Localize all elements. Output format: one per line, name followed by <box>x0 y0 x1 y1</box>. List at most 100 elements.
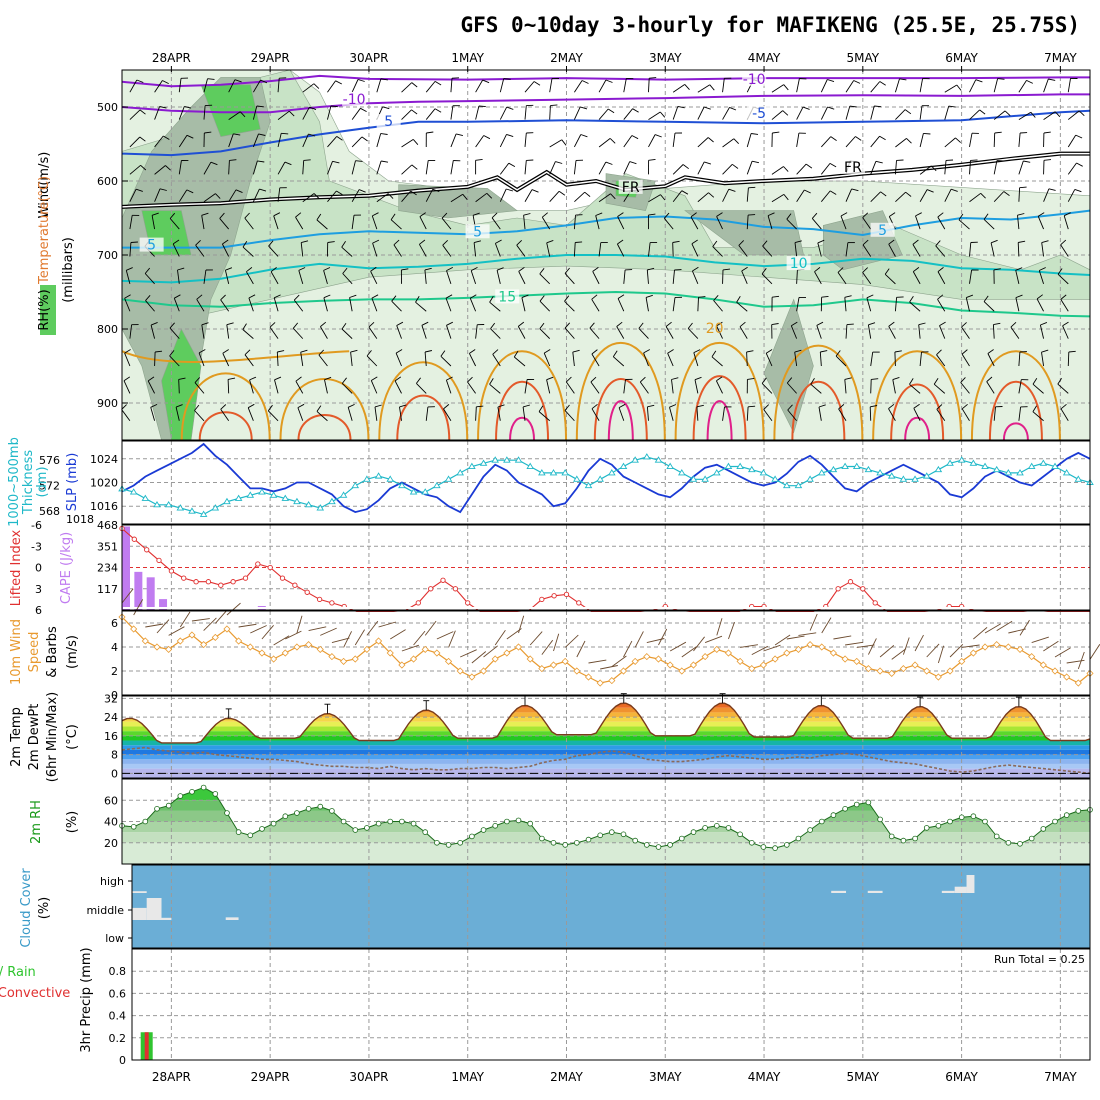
wind-speed-marker <box>1028 653 1036 661</box>
wind-barb <box>746 133 752 148</box>
wind-barb-flag <box>269 322 276 328</box>
wind-speed-marker <box>549 661 558 669</box>
wind-barb-flag <box>617 239 624 245</box>
wind-barb-flag <box>862 267 869 273</box>
wind-barb-flag <box>323 267 331 271</box>
wind-barb-flag <box>472 212 480 216</box>
isotherm-label: 10 <box>790 256 808 272</box>
wind-barb <box>869 406 872 421</box>
wind-barb <box>351 160 356 175</box>
label-bg <box>786 256 811 271</box>
rh-tick: 40 <box>104 816 118 829</box>
rh-marker <box>900 837 907 844</box>
wind-barb <box>169 218 180 230</box>
wind-barb <box>298 270 304 284</box>
wind-barb-flag <box>372 239 380 244</box>
isotherm-label: -10 <box>343 92 366 108</box>
rh-marker <box>1075 808 1082 814</box>
wind-barb <box>1057 273 1069 285</box>
wind-barb <box>497 406 501 421</box>
wind-barb-flag <box>207 78 215 80</box>
wind-barb <box>419 216 427 230</box>
wind-barb <box>1018 111 1032 120</box>
wind-barb-flag <box>659 111 666 118</box>
wind-barb-10m <box>774 634 791 646</box>
wind-speed-marker <box>1074 679 1082 687</box>
wind-barb <box>224 270 230 284</box>
wind-barb <box>320 326 328 339</box>
wind-barb-flag <box>575 241 583 243</box>
wind-barb-flag <box>147 376 155 382</box>
wind-barb <box>761 383 773 394</box>
wind-barb <box>277 133 282 148</box>
wind-barb <box>523 215 526 230</box>
wind-barb-flag <box>647 267 655 271</box>
wind-barb <box>894 160 897 175</box>
wind-barb <box>228 111 241 120</box>
cloud-bg <box>132 865 1090 948</box>
wind-barb <box>888 408 896 421</box>
wind-barb-10m <box>460 649 477 658</box>
wind-barb <box>944 84 958 93</box>
wind-barb <box>1067 189 1076 202</box>
wind-barb <box>895 191 906 203</box>
wind-barb-10m <box>413 630 426 646</box>
thickness-marker <box>713 469 721 476</box>
date-label-top: 2MAY <box>550 51 583 65</box>
wind-barb <box>990 242 995 257</box>
wind-barb <box>616 326 625 339</box>
wind-barb-flag <box>126 267 133 271</box>
frame-layer <box>121 66 1091 1061</box>
wind-speed-marker <box>1039 661 1047 669</box>
wind-barb <box>623 78 627 93</box>
ylabel-thickness-2: Thickness <box>21 450 36 515</box>
wind-barb-10m <box>751 645 769 655</box>
ylabel-thickness: 1000~500mb <box>7 437 22 527</box>
wind-barb <box>814 271 822 285</box>
wind-barb-flag <box>522 404 531 408</box>
wind-barb <box>300 352 304 367</box>
wind-barb <box>442 244 452 257</box>
temp-tick: 32 <box>104 692 118 705</box>
wind-barb-flag <box>130 241 138 243</box>
label-bg <box>870 222 895 237</box>
wind-barb <box>323 270 328 284</box>
wind-barb-flag <box>124 294 131 299</box>
wind-barb <box>324 379 328 394</box>
wind-barb <box>203 161 212 175</box>
wind-barb-flag <box>794 349 802 353</box>
wind-barb <box>763 409 773 422</box>
wind-barb <box>888 243 896 257</box>
rh-marker <box>877 816 883 823</box>
wind-barb <box>690 216 699 230</box>
panel-frame <box>121 695 1091 779</box>
wind-barb-flag <box>751 133 759 135</box>
rh-marker <box>958 814 965 821</box>
wind-barb-flag <box>875 160 883 164</box>
wind-barb-flag <box>761 268 767 275</box>
rh-marker <box>947 818 953 825</box>
wind-barb-flag <box>671 377 679 380</box>
wind-barb <box>524 189 533 202</box>
wind-speed-marker <box>165 645 173 653</box>
wind-speed-marker <box>258 649 266 657</box>
wind-barb-flag <box>889 212 896 217</box>
wind-barb-flag <box>489 378 494 385</box>
wind-speed-marker <box>946 667 954 675</box>
wind-barb-flag <box>993 268 1001 271</box>
ylabel-wind10m-4: (m/s) <box>65 635 80 669</box>
wind-barb-flag <box>361 136 368 142</box>
wind-barb-flag <box>1075 134 1083 139</box>
wind-barb <box>549 161 556 175</box>
wind-speed-marker <box>421 645 429 653</box>
wind-barb-10m <box>740 644 758 648</box>
wind-speed-marker <box>1063 673 1071 681</box>
rh-marker <box>1017 840 1023 847</box>
wind-barb-flag <box>810 378 815 385</box>
rh-marker <box>667 842 673 848</box>
thickness-marker <box>887 472 896 479</box>
rh-marker <box>573 839 580 846</box>
wind-barb-flag <box>966 294 974 299</box>
thickness-marker <box>608 469 616 476</box>
li-marker <box>279 575 286 581</box>
